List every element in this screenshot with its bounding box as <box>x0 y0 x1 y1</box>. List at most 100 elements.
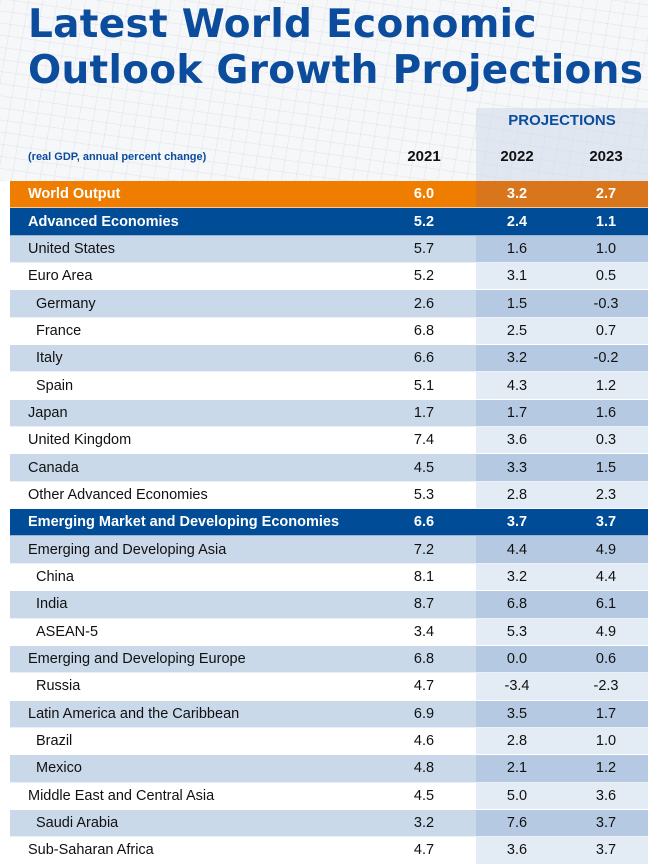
value-2022: 3.2 <box>506 186 528 203</box>
value-2021: 6.8 <box>413 651 435 668</box>
table-row: China 8.1 3.2 4.4 <box>10 563 648 592</box>
table-row: India 8.7 6.8 6.1 <box>10 591 648 619</box>
value-2023: 1.5 <box>595 459 617 476</box>
value-2023: 2.7 <box>595 186 617 203</box>
row-label: Latin America and the Caribbean <box>28 705 240 722</box>
projection-cell-background <box>476 372 648 399</box>
value-2021: 5.1 <box>413 377 435 394</box>
row-label: Emerging and Developing Europe <box>28 651 246 668</box>
value-2022: 1.6 <box>506 240 528 257</box>
table-row: Middle East and Central Asia 4.5 5.0 3.6 <box>10 782 648 810</box>
value-2021: 8.7 <box>413 596 435 613</box>
row-label: Mexico <box>36 760 82 777</box>
value-2023: -0.3 <box>593 295 619 312</box>
row-label: Japan <box>28 404 68 421</box>
table-row: Italy 6.6 3.2 -0.2 <box>10 345 648 373</box>
value-2021: 3.2 <box>413 815 435 832</box>
table-row: Emerging Market and Developing Economies… <box>10 509 648 537</box>
value-2022: 7.6 <box>506 815 528 832</box>
value-2021: 4.6 <box>413 733 435 750</box>
projection-cell-background <box>476 235 648 263</box>
projection-cell-background <box>476 427 648 454</box>
value-2022: -3.4 <box>504 678 530 695</box>
row-label: Brazil <box>36 733 73 750</box>
value-2021: 2.6 <box>413 295 435 312</box>
projection-cell-background <box>476 263 648 290</box>
projection-cell-background <box>476 399 648 427</box>
table-row: Germany 2.6 1.5 -0.3 <box>10 290 648 318</box>
value-2023: 4.9 <box>595 623 617 640</box>
value-2021: 5.2 <box>413 213 435 230</box>
value-2022: 3.7 <box>506 514 528 531</box>
projection-cell-background <box>476 208 648 235</box>
row-label: Russia <box>36 678 81 695</box>
value-2021: 4.7 <box>413 842 435 859</box>
value-2022: 3.2 <box>506 568 528 585</box>
value-2023: 2.3 <box>595 486 617 503</box>
projection-cell-background <box>476 755 648 782</box>
value-2023: -0.2 <box>593 350 619 367</box>
projection-cell-background <box>476 837 648 864</box>
value-2023: 1.2 <box>595 760 617 777</box>
table-row: France 6.8 2.5 0.7 <box>10 317 648 346</box>
value-2023: 3.6 <box>595 787 617 804</box>
value-2022: 3.2 <box>506 350 528 367</box>
row-label: Germany <box>36 295 96 312</box>
value-2021: 7.2 <box>413 541 435 558</box>
row-label: Emerging Market and Developing Economies <box>28 514 340 531</box>
row-label: World Output <box>28 186 121 203</box>
value-2021: 6.6 <box>413 350 435 367</box>
value-2023: 1.0 <box>595 733 617 750</box>
value-2021: 6.0 <box>413 186 435 203</box>
value-2021: 8.1 <box>413 568 435 585</box>
value-2023: 1.7 <box>595 705 617 722</box>
row-label: United States <box>28 240 116 257</box>
value-2023: 1.6 <box>595 404 617 421</box>
table-row: Sub-Saharan Africa 4.7 3.6 3.7 <box>10 837 648 865</box>
projection-cell-background <box>476 591 648 618</box>
projection-cell-background <box>476 673 648 700</box>
value-2022: 2.8 <box>506 486 528 503</box>
value-2022: 2.1 <box>506 760 528 777</box>
projections-band <box>476 108 648 181</box>
row-label: Canada <box>28 459 79 476</box>
table-row: Saudi Arabia 3.2 7.6 3.7 <box>10 809 648 838</box>
value-2022: 3.3 <box>506 459 528 476</box>
projection-cell-background <box>476 509 648 536</box>
table-subtitle: (real GDP, annual percent change) <box>28 151 207 163</box>
table-row: Mexico 4.8 2.1 1.2 <box>10 755 648 783</box>
value-2022: 2.4 <box>506 213 528 230</box>
value-2021: 1.7 <box>413 404 435 421</box>
row-label: Euro Area <box>28 268 93 285</box>
row-label: Saudi Arabia <box>36 815 119 832</box>
value-2023: 1.1 <box>595 213 617 230</box>
background-wave-pattern <box>0 0 648 181</box>
projection-cell-background <box>476 645 648 673</box>
value-2022: 4.4 <box>506 541 528 558</box>
projection-cell-background <box>476 181 648 208</box>
projections-label: PROJECTIONS <box>508 112 616 129</box>
table-row: United Kingdom 7.4 3.6 0.3 <box>10 427 648 455</box>
table-row: Brazil 4.6 2.8 1.0 <box>10 727 648 756</box>
table-row: ASEAN-5 3.4 5.3 4.9 <box>10 618 648 646</box>
value-2021: 5.2 <box>413 268 435 285</box>
table-row: Advanced Economies 5.2 2.4 1.1 <box>10 208 648 236</box>
value-2022: 6.8 <box>506 596 528 613</box>
value-2021: 6.6 <box>413 514 435 531</box>
value-2021: 7.4 <box>413 432 435 449</box>
value-2021: 5.3 <box>413 486 435 503</box>
title-line-2: Outlook Growth Projections <box>28 48 644 93</box>
value-2022: 2.5 <box>506 322 528 339</box>
value-2021: 6.8 <box>413 322 435 339</box>
value-2023: 0.3 <box>595 432 617 449</box>
row-label: Advanced Economies <box>28 213 179 230</box>
value-2022: 5.0 <box>506 787 528 804</box>
value-2023: 0.5 <box>595 268 617 285</box>
value-2023: 4.9 <box>595 541 617 558</box>
row-label: United Kingdom <box>28 432 132 449</box>
value-2022: 3.6 <box>506 432 528 449</box>
projection-cell-background <box>476 700 648 727</box>
projection-cell-background <box>476 563 648 591</box>
column-header-2022: 2022 <box>500 148 534 165</box>
value-2021: 4.8 <box>413 760 435 777</box>
